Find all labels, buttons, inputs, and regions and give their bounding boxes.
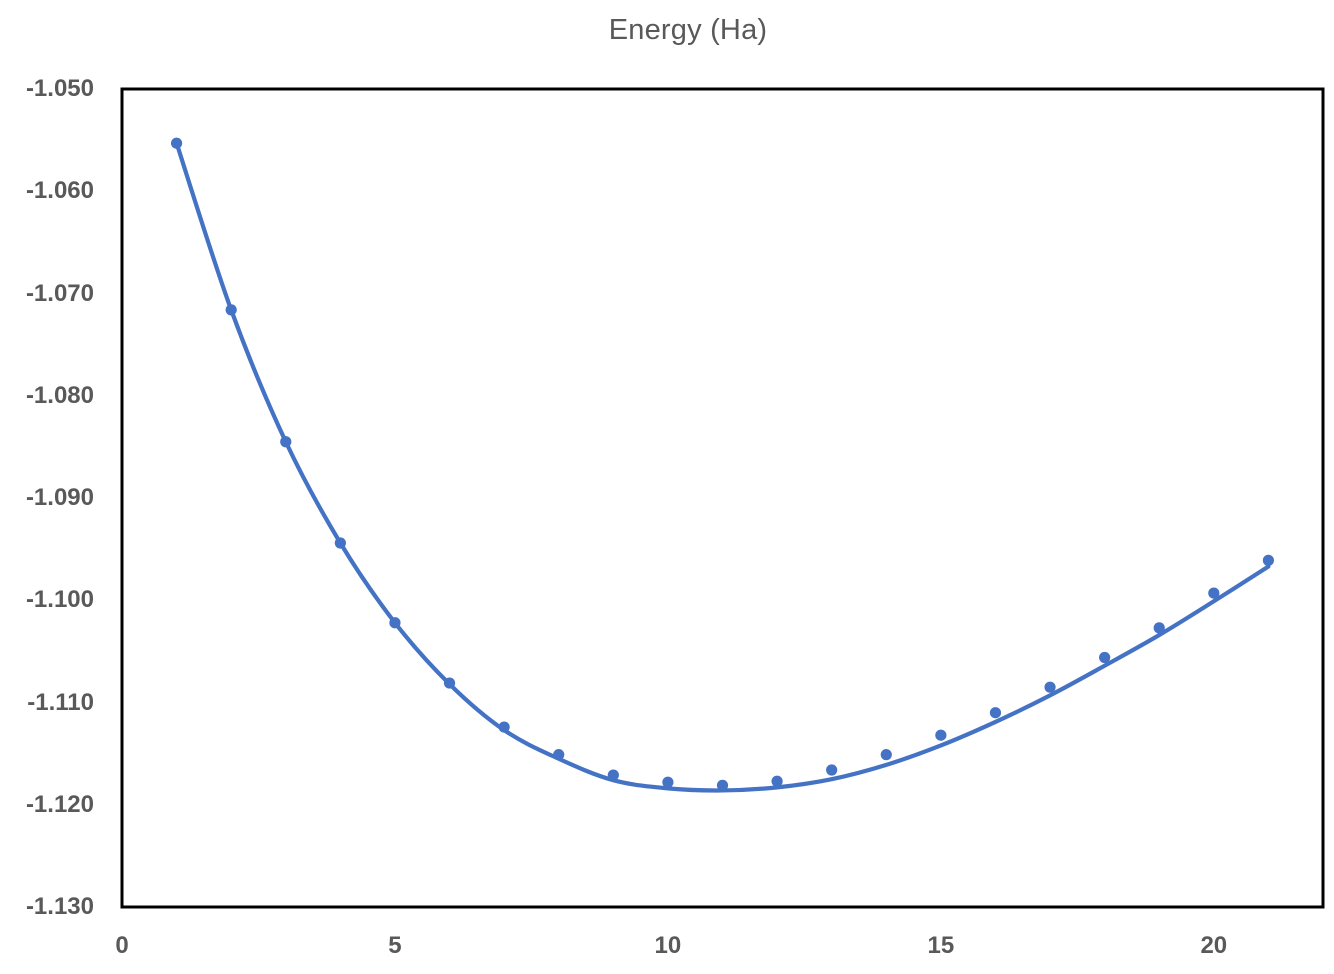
data-point[interactable]	[771, 775, 783, 787]
data-point[interactable]	[443, 677, 456, 689]
data-point[interactable]	[334, 537, 346, 549]
x-tick-label: 15	[927, 932, 955, 959]
data-point[interactable]	[607, 769, 619, 781]
data-point[interactable]	[498, 721, 510, 733]
data-point[interactable]	[1262, 554, 1275, 566]
y-tick-label: -1.090	[25, 484, 94, 511]
chart-title[interactable]: Energy (Ha)	[608, 14, 768, 46]
data-point[interactable]	[989, 707, 1002, 719]
data-point[interactable]	[553, 749, 565, 761]
data-point[interactable]	[389, 617, 401, 629]
y-tick-label: -1.060	[25, 177, 94, 205]
x-tick-label: 20	[1200, 932, 1228, 959]
y-tick-label: -1.070	[25, 279, 94, 307]
x-tick-label: 0	[115, 932, 129, 959]
data-point[interactable]	[716, 779, 729, 791]
fitted-curve-series[interactable]	[174, 141, 1271, 793]
data-point[interactable]	[826, 764, 838, 776]
y-tick-label: -1.110	[27, 688, 94, 716]
data-point[interactable]	[1044, 681, 1056, 693]
y-tick-label: -1.080	[25, 381, 94, 409]
data-point[interactable]	[1153, 622, 1165, 634]
x-tick-label: 10	[654, 932, 682, 959]
y-tick-label: -1.050	[25, 75, 94, 102]
plot-border	[120, 87, 1325, 909]
data-point[interactable]	[662, 776, 674, 788]
x-tick-label: 5	[388, 932, 402, 959]
data-point[interactable]	[1208, 587, 1220, 599]
data-point[interactable]	[280, 436, 292, 448]
y-tick-label: -1.100	[25, 586, 94, 614]
y-tick-label: -1.120	[25, 790, 94, 818]
data-point[interactable]	[880, 749, 892, 761]
data-point[interactable]	[1099, 651, 1111, 664]
y-tick-label: -1.130	[25, 893, 94, 920]
data-point[interactable]	[935, 729, 947, 741]
data-point[interactable]	[170, 137, 183, 149]
data-point[interactable]	[225, 304, 237, 316]
